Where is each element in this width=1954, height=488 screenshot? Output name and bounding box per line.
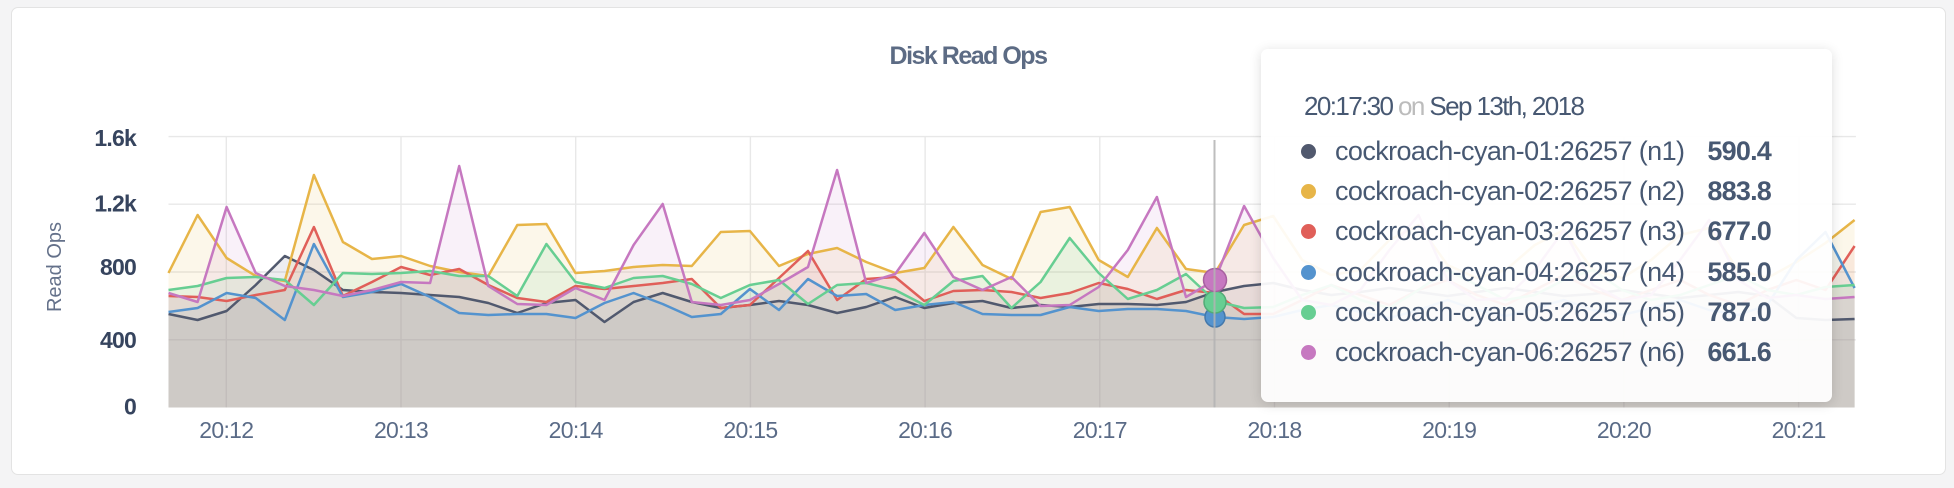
svg-text:20:20: 20:20: [1597, 417, 1651, 443]
svg-text:0: 0: [124, 394, 136, 420]
svg-text:20:15: 20:15: [723, 417, 777, 443]
svg-text:Read Ops: Read Ops: [44, 222, 66, 312]
svg-text:20:13: 20:13: [374, 417, 428, 443]
svg-text:1.6k: 1.6k: [94, 125, 137, 151]
svg-text:800: 800: [100, 254, 136, 280]
svg-text:1.2k: 1.2k: [94, 191, 137, 217]
svg-text:20:21: 20:21: [1772, 417, 1826, 443]
svg-text:400: 400: [100, 327, 136, 353]
svg-text:20:18: 20:18: [1247, 417, 1301, 443]
svg-text:20:19: 20:19: [1422, 417, 1476, 443]
svg-text:20:16: 20:16: [898, 417, 952, 443]
svg-text:20:17: 20:17: [1073, 417, 1127, 443]
svg-text:20:12: 20:12: [199, 417, 253, 443]
svg-text:20:14: 20:14: [549, 417, 604, 443]
